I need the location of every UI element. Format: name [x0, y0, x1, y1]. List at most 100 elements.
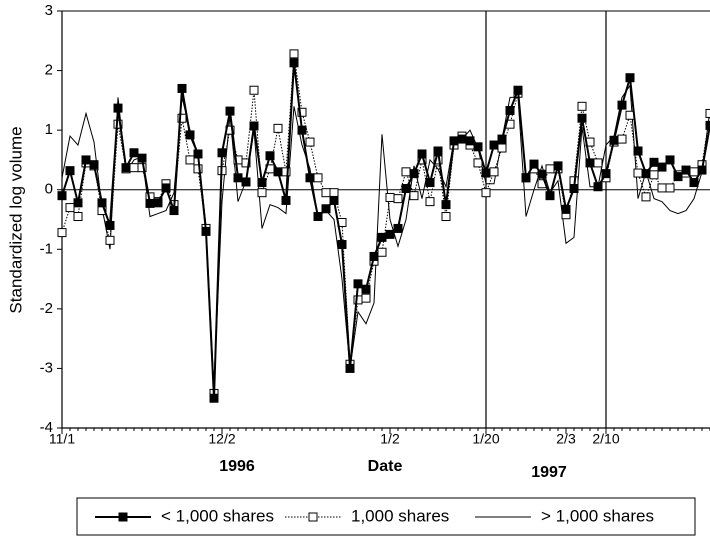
marker — [497, 134, 507, 144]
marker — [233, 173, 243, 183]
marker — [313, 173, 323, 183]
marker — [417, 149, 427, 159]
marker — [449, 136, 459, 146]
marker — [521, 173, 531, 183]
marker — [337, 240, 347, 250]
legend-marker — [118, 512, 128, 522]
marker — [649, 157, 659, 167]
marker — [657, 162, 667, 172]
marker — [217, 148, 227, 158]
marker — [625, 73, 635, 83]
marker — [593, 158, 603, 168]
marker — [105, 220, 115, 230]
marker — [249, 121, 259, 131]
marker — [409, 169, 419, 179]
marker — [601, 169, 611, 179]
marker — [145, 198, 155, 208]
marker — [321, 188, 331, 198]
marker — [409, 191, 419, 201]
marker — [441, 200, 451, 210]
marker — [209, 393, 219, 403]
marker — [129, 163, 139, 173]
legend-box — [76, 497, 696, 536]
legend-label: > 1,000 shares — [541, 506, 654, 525]
marker — [537, 169, 547, 179]
marker — [289, 49, 299, 59]
marker — [665, 183, 675, 193]
legend-label: < 1,000 shares — [161, 506, 274, 525]
marker — [273, 167, 283, 177]
marker — [265, 151, 275, 161]
marker — [313, 212, 323, 222]
marker — [361, 293, 371, 303]
marker — [681, 165, 691, 175]
marker — [73, 212, 83, 222]
marker — [633, 168, 643, 178]
marker — [393, 223, 403, 233]
marker — [97, 198, 107, 208]
y-tick-label: 0 — [45, 181, 53, 198]
legend-marker — [308, 512, 318, 522]
marker — [345, 363, 355, 373]
marker — [329, 195, 339, 205]
marker — [241, 158, 251, 168]
marker — [129, 148, 139, 158]
marker — [161, 183, 171, 193]
marker — [673, 172, 683, 182]
marker — [105, 235, 115, 245]
marker — [473, 142, 483, 152]
marker — [705, 120, 710, 130]
annotation: 1997 — [531, 464, 567, 481]
marker — [617, 134, 627, 144]
marker — [169, 206, 179, 216]
marker — [545, 191, 555, 201]
marker — [65, 166, 75, 176]
marker — [249, 85, 259, 95]
marker — [353, 279, 363, 289]
marker — [697, 165, 707, 175]
y-tick-label: -3 — [40, 359, 53, 376]
marker — [609, 135, 619, 145]
marker — [121, 163, 131, 173]
marker — [489, 167, 499, 177]
marker — [297, 125, 307, 135]
marker — [329, 188, 339, 198]
marker — [425, 178, 435, 188]
marker — [177, 113, 187, 123]
marker — [561, 204, 571, 214]
marker — [241, 177, 251, 187]
marker — [273, 123, 283, 133]
y-tick-label: 1 — [45, 121, 53, 138]
marker — [497, 143, 507, 153]
marker — [401, 167, 411, 177]
x-tick-label: 11/1 — [49, 431, 75, 447]
marker — [361, 284, 371, 294]
marker — [369, 251, 379, 261]
marker — [513, 85, 523, 95]
marker — [657, 183, 667, 193]
marker — [385, 229, 395, 239]
marker — [425, 197, 435, 207]
marker — [481, 188, 491, 198]
marker — [593, 182, 603, 192]
marker — [689, 167, 699, 177]
marker — [353, 295, 363, 305]
marker — [65, 203, 75, 213]
marker — [177, 83, 187, 93]
marker — [649, 170, 659, 180]
series-line — [61, 53, 710, 394]
marker — [489, 140, 499, 150]
marker — [505, 105, 515, 115]
marker — [465, 136, 475, 146]
marker — [57, 191, 67, 201]
x-tick-label: 2/3 — [556, 431, 576, 447]
marker — [665, 155, 675, 165]
marker — [137, 153, 147, 163]
y-tick-label: 3 — [45, 2, 53, 19]
marker — [569, 184, 579, 194]
marker — [377, 247, 387, 257]
marker — [113, 103, 123, 113]
marker — [257, 188, 267, 198]
x-axis-label: Date — [368, 458, 403, 475]
